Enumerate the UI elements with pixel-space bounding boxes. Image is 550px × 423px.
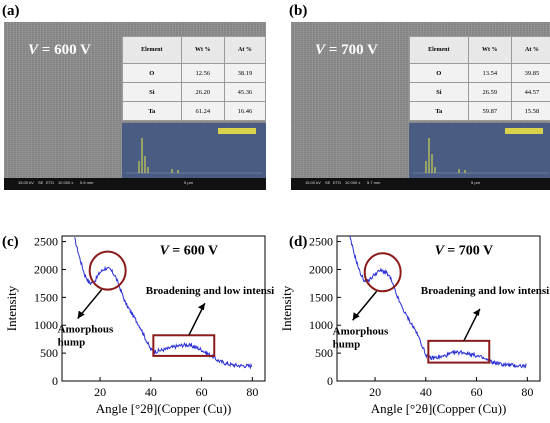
y-tick-label: 1500 [309, 290, 333, 304]
hump-circle [88, 250, 127, 291]
sem-info-bar-b: 15.00 kV SE ETD 10 000 x 5.7 mm 5 μm [291, 178, 550, 190]
voltage-title-a: V = 600 V [28, 42, 91, 58]
y-tick-label: 1000 [34, 318, 58, 332]
x-tick-label: 80 [521, 385, 533, 399]
table-row: Ta 59.87 15.58 [409, 101, 550, 121]
y-tick-label: 1500 [34, 290, 58, 304]
table-row: O 13.54 39.85 [409, 63, 550, 83]
y-tick-label: 0 [52, 374, 58, 388]
series-line [349, 235, 527, 369]
table-row: Si 26.20 45.36 [122, 82, 266, 102]
sem-image-b: V = 700 V Element Wt % At % O 13.54 39.85 Si… [291, 22, 550, 190]
voltage-title: V = 700 V [435, 243, 493, 258]
table-row: O 12.56 38.19 [122, 63, 266, 83]
xrd-chart-d: 0 500 1000 1500 2000 2500 20 40 60 80 Intensity Ang… [279, 235, 550, 416]
y-axis-label: Intensity [279, 285, 294, 331]
series-line [74, 237, 253, 370]
annotation-hump: Amorphous [58, 324, 114, 336]
panel-label-c: (c) [2, 234, 19, 250]
y-tick-label: 2000 [309, 262, 333, 276]
edx-table-b: Element Wt % At % O 13.54 39.85 Si 26.59 44.57… [409, 36, 550, 121]
x-axis-label: Angle [°2θ](Copper (Cu)) [96, 401, 232, 416]
x-tick-label: 40 [420, 385, 432, 399]
plot-frame [336, 235, 541, 382]
y-axis-label: Intensity [4, 285, 19, 331]
x-axis-label: Angle [°2θ](Copper (Cu)) [371, 401, 507, 416]
y-tick-label: 500 [40, 346, 58, 360]
arrow-head [197, 303, 205, 311]
sem-image-a: V = 600 V Element Wt % At % O 12.56 38.19 Si… [4, 22, 266, 190]
x-tick-label: 20 [94, 385, 106, 399]
annotation-hump: Amorphous [333, 325, 389, 337]
x-tick-label: 60 [196, 385, 208, 399]
table-row: Ta 61.24 16.46 [122, 101, 266, 121]
y-tick-label: 2000 [34, 262, 58, 276]
hump-circle [363, 252, 402, 293]
xrd-chart-c: 0 500 1000 1500 2000 2500 20 40 60 80 Intensity Ang… [4, 235, 275, 416]
y-tick-label: 2500 [34, 235, 58, 249]
panel-label-d: (d) [289, 234, 308, 250]
broadening-box [152, 334, 216, 357]
x-tick-label: 20 [369, 385, 381, 399]
arrow-head [472, 308, 480, 316]
voltage-title: V = 600 V [160, 243, 218, 258]
edx-table-a: Element Wt % At % O 12.56 38.19 Si 26.20 45.36… [122, 36, 266, 121]
y-tick-label: 2500 [309, 235, 333, 249]
broadening-box [427, 339, 491, 364]
y-tick-label: 0 [327, 374, 333, 388]
table-row: Si 26.59 44.57 [409, 82, 550, 102]
arrow-head [352, 312, 360, 321]
arrow-head [77, 310, 85, 319]
x-tick-label: 80 [246, 385, 258, 399]
annotation-broadening: Broadening and low intensity [421, 285, 550, 297]
annotation-hump: hump [333, 338, 361, 350]
annotation-hump: hump [58, 337, 86, 349]
voltage-title-b: V = 700 V [315, 42, 378, 58]
y-tick-label: 500 [315, 346, 333, 360]
y-tick-label: 1000 [309, 318, 333, 332]
x-tick-label: 60 [471, 385, 483, 399]
plot-frame [61, 235, 266, 382]
panel-label-a: (a) [2, 3, 20, 19]
panel-label-b: (b) [289, 3, 308, 19]
sem-info-bar-a: 15.00 kV SE ETD 10 000 x 5.6 mm 5 μm [4, 178, 266, 190]
x-tick-label: 40 [145, 385, 157, 399]
annotation-broadening: Broadening and low intensity [146, 285, 275, 297]
